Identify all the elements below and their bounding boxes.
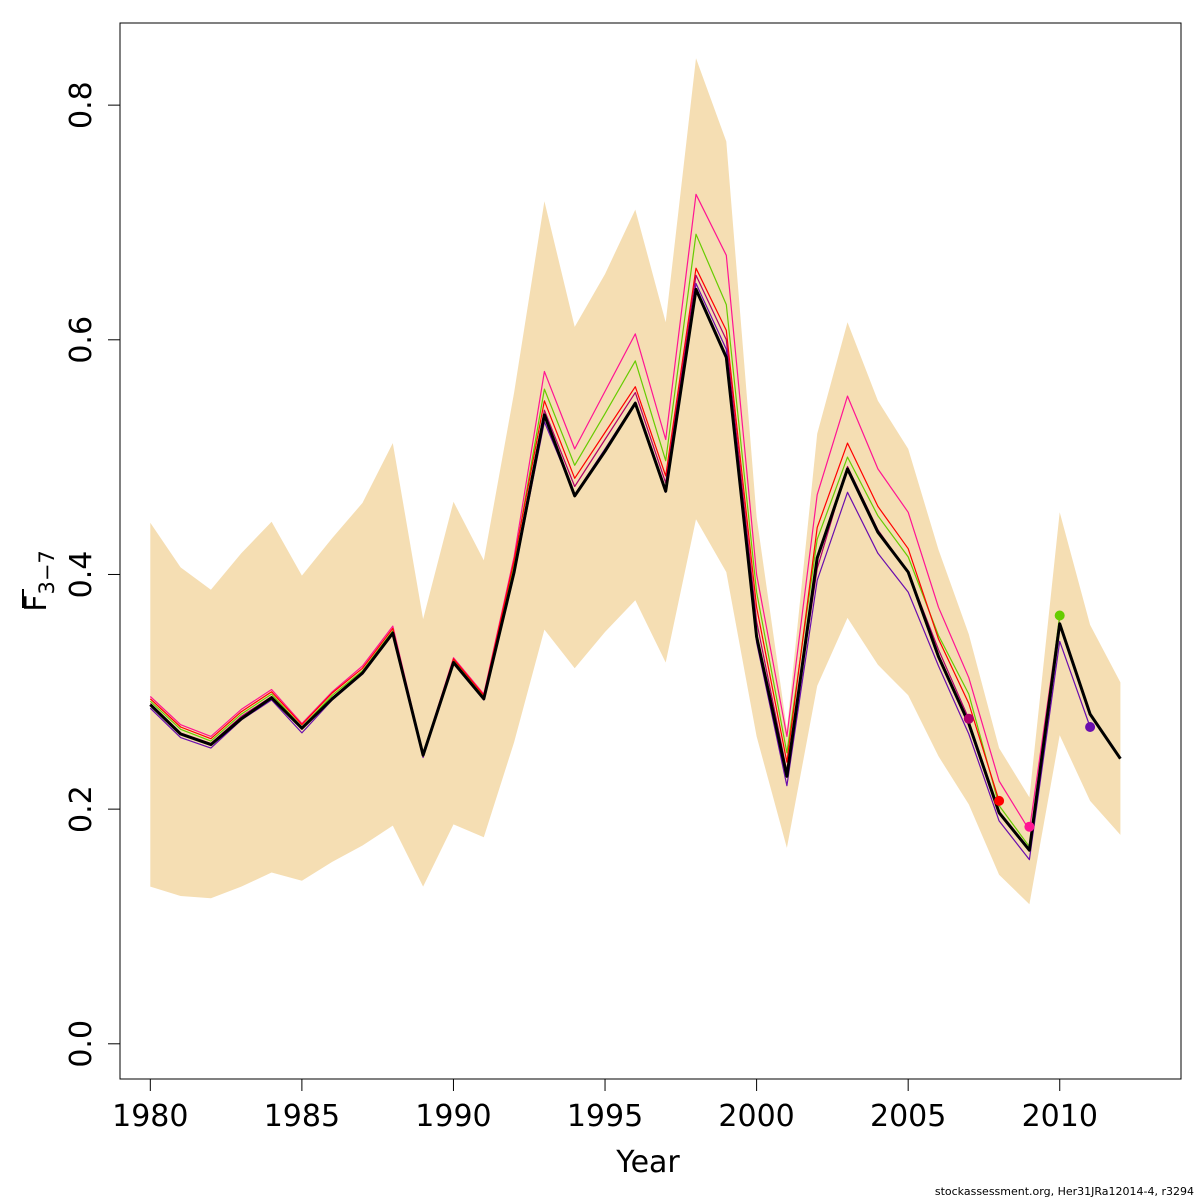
- footer-credit: stockassessment.org, Her31JRa12014-4, r3…: [934, 1185, 1194, 1198]
- series-line-6: [149, 287, 1122, 852]
- svg-text:F3−7: F3−7: [19, 550, 59, 612]
- x-tick-label-1985: 1985: [264, 1099, 340, 1134]
- plot-area: [149, 58, 1122, 905]
- y-tick-label-0.8: 0.8: [64, 81, 99, 129]
- y-tick-label-0.2: 0.2: [64, 785, 99, 833]
- end-point-2008: [994, 795, 1005, 806]
- x-axis-title: Year: [615, 1145, 680, 1180]
- x-tick-label-1980: 1980: [112, 1099, 188, 1134]
- y-tick-label-0.0: 0.0: [64, 1020, 99, 1068]
- x-tick-label-2000: 2000: [718, 1099, 794, 1134]
- end-point-2011: [1085, 722, 1096, 732]
- axes: 1980 1985 1990 1995 2000 2005 2010 0.0 0.2 0.4 0.6…: [64, 22, 1182, 1134]
- x-tick-label-2005: 2005: [870, 1099, 946, 1134]
- y-axis-title-sub: 3−7: [35, 550, 59, 594]
- x-tick-label-2010: 2010: [1022, 1099, 1098, 1134]
- end-point-2010: [1054, 610, 1065, 621]
- y-tick-label-0.4: 0.4: [64, 551, 99, 599]
- confidence-band: [150, 58, 1121, 905]
- end-point-2009: [1024, 821, 1035, 832]
- x-tick-label-1990: 1990: [415, 1099, 491, 1134]
- y-axis-title-main: F: [19, 595, 54, 612]
- y-tick-label-0.6: 0.6: [64, 316, 99, 364]
- y-axis-title: F3−7: [19, 550, 59, 612]
- end-point-2007: [963, 713, 974, 724]
- series-line-3: [149, 267, 1000, 802]
- series-line-1: [149, 193, 1061, 831]
- plot-frame: [119, 22, 1182, 1080]
- x-tick-label-1995: 1995: [567, 1099, 643, 1134]
